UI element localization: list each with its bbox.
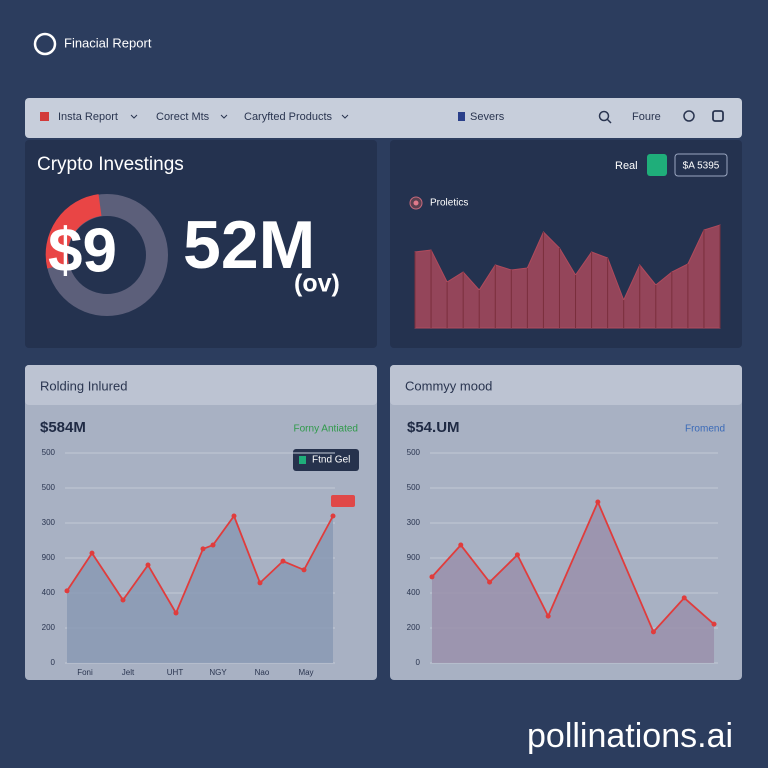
y-tick-label: 300 (407, 518, 421, 527)
panel-header (390, 365, 742, 405)
point (231, 513, 237, 519)
point (210, 542, 216, 548)
point (595, 499, 601, 505)
point (89, 550, 95, 556)
logo (33, 32, 57, 56)
y-tick-label: 900 (42, 553, 56, 562)
nav-icon (40, 112, 49, 121)
exit-icon[interactable] (712, 110, 724, 122)
x-tick-label: Foni (77, 668, 93, 677)
y-tick-label: 0 (416, 658, 421, 667)
x-tick-label: May (298, 668, 313, 677)
chevron (341, 114, 349, 119)
toggle-label: Real (615, 160, 638, 172)
headline: $54.UM (407, 419, 460, 436)
nav-item[interactable]: Caryfted Products (244, 111, 333, 123)
point (64, 588, 70, 594)
point (429, 574, 435, 580)
point (120, 597, 126, 603)
point (301, 567, 307, 573)
toggle-button[interactable] (647, 154, 667, 176)
x-tick-label: Nao (255, 668, 270, 677)
point (711, 621, 717, 627)
hero-value: 52M (183, 207, 315, 283)
headline: $584M (40, 419, 86, 436)
legend-label: Proletics (430, 198, 468, 209)
y-tick-label: 900 (407, 553, 421, 562)
legend-label: Fromend (685, 424, 725, 435)
badge (331, 495, 355, 507)
area (67, 516, 333, 663)
donut-segment (45, 194, 102, 269)
panel-title: Crypto Investings (37, 154, 184, 175)
point (681, 595, 687, 601)
point (545, 613, 551, 619)
y-tick-label: 300 (42, 518, 56, 527)
y-tick-label: 500 (42, 448, 56, 457)
point (650, 629, 656, 635)
y-tick-label: 200 (42, 623, 56, 632)
x-tick-label: Jelt (122, 668, 135, 677)
panel-title: Rolding Inlured (40, 378, 127, 393)
x-tick-label: NGY (209, 668, 227, 677)
nav-item[interactable]: Corect Mts (156, 111, 210, 123)
hero-note: (ov) (294, 270, 340, 298)
point (200, 546, 206, 552)
app-title: Finacial Report (64, 35, 152, 50)
price-box (674, 153, 728, 177)
panel-header (25, 365, 377, 405)
y-tick-label: 400 (407, 588, 421, 597)
legend-label: Forny Antiated (294, 424, 358, 435)
y-tick-label: 500 (407, 448, 421, 457)
area (431, 502, 715, 663)
line (66, 514, 334, 615)
price-label: $A 5395 (683, 161, 720, 172)
point (257, 580, 263, 586)
chevron (220, 114, 228, 119)
point (145, 562, 151, 568)
search-icon[interactable] (598, 110, 610, 122)
hero-amount: $9 (48, 216, 117, 285)
nav-item[interactable]: Severs (470, 111, 505, 123)
point (173, 610, 179, 616)
nav-item[interactable]: Foure (632, 111, 661, 123)
point (514, 552, 520, 558)
nav-icon (458, 112, 465, 121)
y-tick-label: 0 (51, 658, 56, 667)
watermark: pollinations.ai (527, 717, 733, 755)
y-tick-label: 400 (42, 588, 56, 597)
chat-icon[interactable] (683, 110, 695, 122)
point (280, 558, 286, 564)
point (330, 513, 336, 519)
point (487, 579, 493, 585)
y-tick-label: 500 (42, 483, 56, 492)
button-icon (299, 456, 306, 464)
x-tick-label: UHT (167, 668, 184, 677)
point (458, 542, 464, 548)
search-icon-handle (606, 118, 612, 124)
button-label[interactable]: Ftnd Gel (312, 455, 350, 466)
y-tick-label: 500 (407, 483, 421, 492)
action-button[interactable] (293, 449, 359, 471)
nav-item[interactable]: Insta Report (58, 111, 118, 123)
legend-dot (413, 200, 419, 206)
chevron (130, 114, 138, 119)
panel-title: Commyy mood (405, 378, 492, 393)
y-tick-label: 200 (407, 623, 421, 632)
nav-bar (25, 98, 742, 138)
